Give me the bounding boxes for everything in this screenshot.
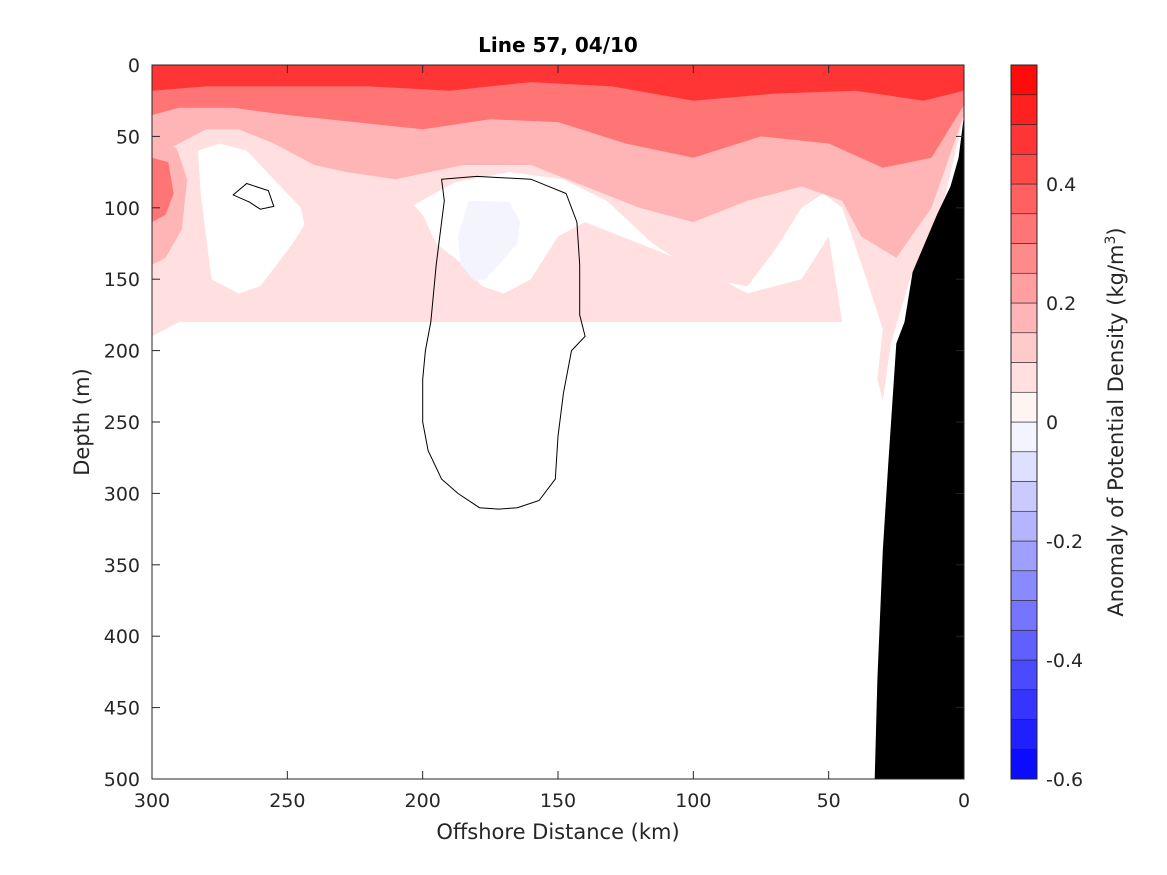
colorbar-band xyxy=(1010,719,1038,750)
colorbar-band xyxy=(1010,213,1038,244)
y-tick-label: 350 xyxy=(104,555,140,577)
colorbar-band xyxy=(1010,421,1038,453)
y-tick-label: 500 xyxy=(104,769,140,791)
colorbar-band xyxy=(1010,243,1038,274)
colorbar-band xyxy=(1010,94,1038,125)
x-tick-label: 200 xyxy=(405,790,441,812)
y-tick-label: 100 xyxy=(104,198,140,220)
colorbar-band xyxy=(1010,659,1038,691)
colorbar-band xyxy=(1010,451,1038,482)
y-tick-label: 250 xyxy=(104,412,140,434)
y-tick-label: 0 xyxy=(128,55,140,77)
colorbar-tick-label: 0 xyxy=(1046,412,1058,434)
x-tick-label: 50 xyxy=(817,790,841,812)
colorbar-band xyxy=(1010,748,1038,780)
x-tick-label: 100 xyxy=(675,790,711,812)
zero-contour-1 xyxy=(232,182,275,210)
y-axis-ticks: 0 50 100 150 200 250 300 350 400 450 500 xyxy=(104,55,964,791)
colorbar-band xyxy=(1010,362,1038,393)
colorbar xyxy=(1010,64,1038,780)
colorbar-band xyxy=(1010,481,1038,512)
y-tick-label: 200 xyxy=(104,341,140,363)
colorbar-band xyxy=(1010,272,1038,304)
colorbar-band xyxy=(1010,629,1038,661)
y-tick-label: 150 xyxy=(104,269,140,291)
colorbar-band xyxy=(1010,540,1038,572)
colorbar-label-close: ) xyxy=(1104,227,1128,235)
colorbar-band xyxy=(1010,64,1038,96)
x-tick-label: 0 xyxy=(958,790,970,812)
field-surface-layer-level-3 xyxy=(152,65,964,101)
colorbar-label-superscript: 3 xyxy=(1103,236,1119,245)
zero-contour-0 xyxy=(422,175,586,510)
x-axis-ticks: 300 250 200 150 100 50 0 xyxy=(134,65,970,812)
zero-contours xyxy=(232,175,586,510)
y-tick-label: 450 xyxy=(104,698,140,720)
x-tick-label: 250 xyxy=(269,790,305,812)
field-negative-anomaly-level-0 xyxy=(457,200,521,281)
density-anomaly-field xyxy=(152,65,964,401)
colorbar-tick-label: -0.6 xyxy=(1046,769,1083,791)
y-tick-label: 50 xyxy=(116,126,140,148)
colorbar-band xyxy=(1010,600,1038,631)
y-tick-label: 300 xyxy=(104,483,140,505)
colorbar-tick-label: 0.2 xyxy=(1046,293,1076,315)
colorbar-frame xyxy=(1010,64,1038,780)
y-tick-label: 400 xyxy=(104,626,140,648)
colorbar-band xyxy=(1010,332,1038,363)
colorbar-band xyxy=(1010,153,1038,185)
colorbar-ticks: 0.4 0.2 0 -0.2 -0.4 -0.6 xyxy=(1046,174,1083,791)
chart-title: Line 57, 04/10 xyxy=(478,33,638,57)
x-axis-label: Offshore Distance (km) xyxy=(436,820,679,844)
y-axis-label: Depth (m) xyxy=(70,368,94,475)
colorbar-band xyxy=(1010,570,1038,601)
colorbar-band xyxy=(1010,391,1038,423)
colorbar-tick-label: -0.4 xyxy=(1046,650,1083,672)
colorbar-band xyxy=(1010,302,1038,334)
colorbar-tick-label: -0.2 xyxy=(1046,531,1083,553)
x-tick-label: 150 xyxy=(540,790,576,812)
colorbar-band xyxy=(1010,124,1038,155)
colorbar-label: Anomaly of Potential Density (kg/m3) xyxy=(1103,227,1128,616)
bathymetry-shelf xyxy=(874,115,964,779)
colorbar-band xyxy=(1010,689,1038,720)
colorbar-tick-label: 0.4 xyxy=(1046,174,1076,196)
colorbar-label-main: Anomaly of Potential Density (kg/m xyxy=(1104,245,1128,617)
x-tick-label: 300 xyxy=(134,790,170,812)
colorbar-band xyxy=(1010,183,1038,215)
field-left-warm-lens-level-1 xyxy=(152,157,174,223)
colorbar-band xyxy=(1010,510,1038,542)
